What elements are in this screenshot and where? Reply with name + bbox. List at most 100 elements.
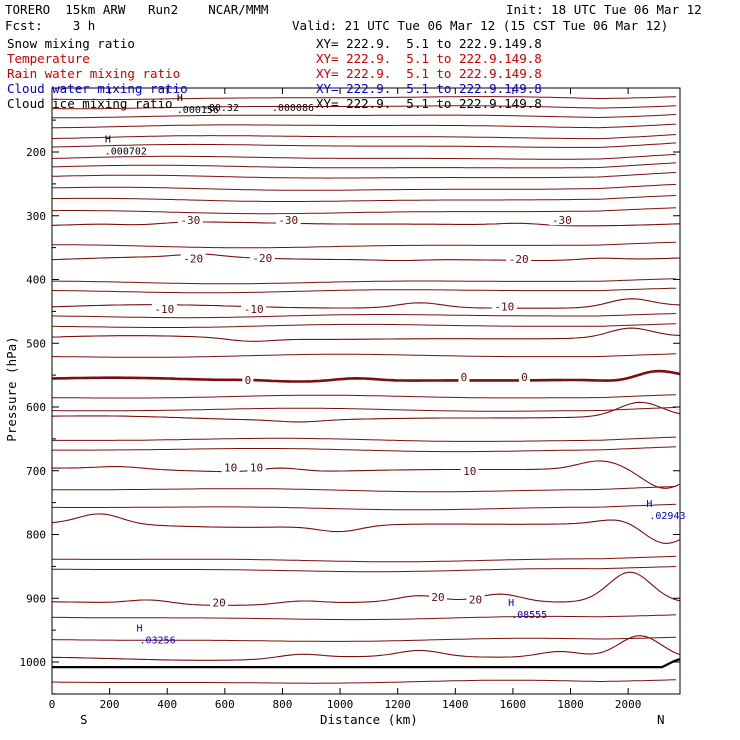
isotherm-line	[51, 635, 681, 661]
ground-surface	[52, 658, 681, 669]
contour-line	[52, 566, 677, 573]
contour-line	[52, 105, 677, 110]
isotherm-label: 20	[431, 591, 444, 604]
isotherm-labels: -30 -30 -30 -20 -20 -20 -10 -10 -10 0 0 0 10 10 10 20 20…	[151, 214, 575, 610]
contour-line	[51, 153, 677, 160]
isotherm-label: -30	[278, 214, 298, 227]
x-tick-label: 0	[49, 698, 56, 711]
contour-line	[51, 195, 677, 202]
legend-temperature: Temperature	[7, 51, 90, 66]
legend-cloud-ice-xy: XY= 222.9. 5.1 to 222.9.149.8	[316, 96, 542, 111]
isotherm-label: -10	[494, 300, 514, 313]
maximum-h-marker: H	[177, 93, 183, 104]
isotherm-label-bg	[466, 593, 485, 605]
north-label: N	[657, 712, 665, 727]
x-tick-label: 800	[273, 698, 293, 711]
y-tick-label: 300	[26, 210, 46, 223]
maximum-h-marker: H	[105, 134, 111, 145]
isotherm-label: 10	[224, 462, 237, 475]
maximum-h-marker: H	[508, 598, 514, 609]
isotherm-label: -20	[509, 253, 529, 266]
maximum-value: .08555	[511, 610, 547, 621]
south-label: S	[80, 712, 88, 727]
y-tick-label: 800	[26, 529, 46, 542]
isotherm-label: 20	[469, 594, 482, 607]
maximum-value: .03256	[139, 635, 175, 646]
legend-snow-xy: XY= 222.9. 5.1 to 222.9.149.8	[316, 36, 542, 51]
maxima-labels: H.000702H.000156.000086-80.32H.03256H.08…	[105, 93, 686, 646]
y-tick-label: 600	[26, 401, 46, 414]
legend-cloud-water: Cloud water mixing ratio	[7, 81, 188, 96]
isotherm-label: 0	[245, 374, 252, 387]
contour-line	[52, 207, 677, 215]
isotherm-label: 0	[461, 371, 468, 384]
contour-line	[52, 436, 677, 442]
y-tick-label: 900	[26, 592, 46, 605]
isotherm-label: 10	[250, 462, 263, 475]
y-tick-label: 1000	[20, 656, 47, 669]
isotherm-label: 10	[463, 465, 476, 478]
contour-line	[52, 406, 677, 412]
isotherm-line	[51, 298, 681, 309]
x-tick-label: 200	[100, 698, 120, 711]
contour-line	[51, 636, 677, 642]
maximum-value: -80.32	[203, 103, 239, 114]
contour-line	[51, 555, 677, 563]
x-tick-label: 1000	[327, 698, 354, 711]
contour-line	[52, 446, 677, 453]
y-tick-label: 200	[26, 146, 46, 159]
x-axis-ticks: 0 200 400 600 800 1000 1200 1400 1600 1800 2000	[49, 88, 642, 711]
isotherm-label-bg	[210, 596, 229, 608]
contour-line	[51, 287, 677, 294]
isotherm-line	[52, 460, 681, 489]
legend-rain: Rain water mixing ratio	[7, 66, 181, 81]
isotherm-label-bg	[177, 214, 203, 226]
x-tick-label: 1400	[442, 698, 469, 711]
isotherm-label-bg	[275, 214, 301, 226]
contour-line	[52, 485, 677, 493]
isotherm-label-bg	[506, 253, 532, 265]
x-tick-label: 600	[215, 698, 235, 711]
isotherm-line	[51, 327, 681, 342]
legend-snow: Snow mixing ratio	[7, 36, 135, 51]
maximum-h-marker: H	[646, 499, 652, 510]
isotherm-line	[51, 221, 681, 227]
plot-border	[51, 87, 681, 695]
contour-line	[52, 353, 677, 358]
isotherm-label: -30	[552, 214, 572, 227]
maximum-h-marker: H	[137, 623, 143, 634]
isotherm-label-bg	[221, 461, 240, 473]
contour-line	[51, 96, 677, 101]
isotherm-label-bg	[180, 252, 206, 264]
ground-line	[52, 658, 681, 669]
isotherm-label: -30	[180, 214, 200, 227]
isotherm-label-bg	[458, 371, 470, 383]
forecast-hour: Fcst: 3 h	[5, 18, 96, 33]
plot-frame	[51, 87, 681, 695]
contour-line	[52, 114, 677, 119]
isotherm-line	[51, 513, 681, 544]
contour-line	[51, 241, 677, 249]
legend-cloud-ice: Cloud ice mixing ratio	[7, 96, 173, 111]
x-tick-label: 2000	[615, 698, 642, 711]
maximum-value: .000086	[272, 103, 314, 114]
x-tick-label: 1800	[557, 698, 584, 711]
isotherm-label-bg	[460, 464, 479, 476]
y-axis-label: Pressure (hPa)	[4, 336, 19, 442]
contour-line	[51, 172, 677, 179]
isotherm-label: -10	[244, 303, 264, 316]
isotherm-label-bg	[247, 461, 266, 473]
isotherm-label-bg	[241, 302, 267, 314]
legend-rain-xy: XY= 222.9. 5.1 to 222.9.149.8	[316, 66, 542, 81]
y-tick-label: 400	[26, 274, 46, 287]
isotherm-label-bg	[491, 300, 517, 312]
isotherm-label: -10	[154, 303, 174, 316]
contour-line	[52, 278, 677, 285]
isotherm-label: 20	[212, 597, 225, 610]
isotherm-line	[51, 253, 681, 262]
isotherm-contours	[51, 96, 681, 684]
x-tick-label: 400	[157, 698, 177, 711]
legend-temperature-xy: XY= 222.9. 5.1 to 222.9.149.8	[316, 51, 542, 66]
isotherm-line	[51, 401, 681, 423]
isotherm-label-bg	[518, 371, 530, 383]
